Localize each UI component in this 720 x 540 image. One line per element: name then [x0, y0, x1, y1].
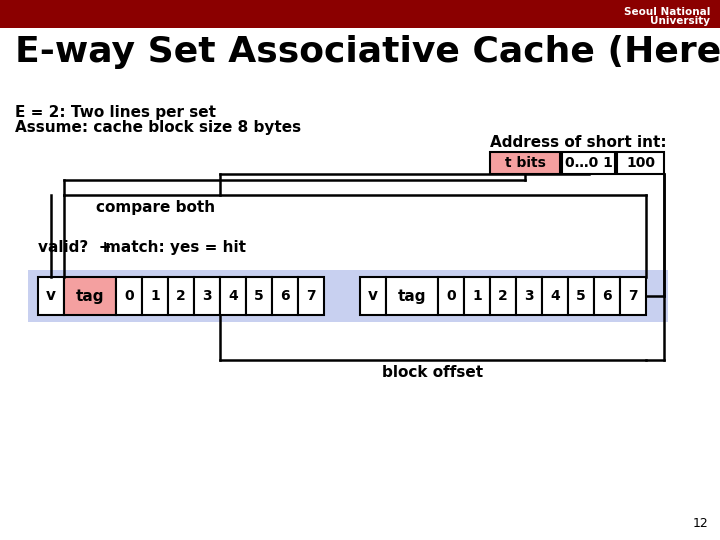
- Bar: [516, 277, 542, 315]
- Text: E-way Set Associative Cache (Here: E = 2): E-way Set Associative Cache (Here: E = 2…: [15, 35, 720, 69]
- Bar: [298, 277, 324, 315]
- Text: 3: 3: [524, 289, 534, 303]
- Text: match: yes = hit: match: yes = hit: [105, 240, 246, 255]
- Text: 12: 12: [692, 517, 708, 530]
- Text: 5: 5: [576, 289, 586, 303]
- Bar: [542, 277, 568, 315]
- Bar: [360, 277, 386, 315]
- Bar: [28, 270, 668, 322]
- Text: 1: 1: [150, 289, 160, 303]
- Bar: [594, 277, 620, 315]
- Bar: [142, 277, 168, 315]
- Text: 5: 5: [254, 289, 264, 303]
- Bar: [168, 277, 194, 315]
- Bar: [246, 277, 272, 315]
- Text: 0…0 1: 0…0 1: [564, 156, 613, 170]
- Text: Assume: cache block size 8 bytes: Assume: cache block size 8 bytes: [15, 120, 301, 135]
- Text: 0: 0: [446, 289, 456, 303]
- Text: 2: 2: [498, 289, 508, 303]
- Bar: [490, 152, 560, 174]
- Bar: [38, 277, 64, 315]
- Bar: [272, 277, 298, 315]
- Bar: [620, 277, 646, 315]
- Text: 3: 3: [202, 289, 212, 303]
- Text: 100: 100: [626, 156, 655, 170]
- Bar: [617, 152, 664, 174]
- Bar: [568, 277, 594, 315]
- Bar: [64, 277, 116, 315]
- Bar: [464, 277, 490, 315]
- Text: compare both: compare both: [96, 200, 215, 215]
- Bar: [438, 277, 464, 315]
- Text: 2: 2: [176, 289, 186, 303]
- Text: E = 2: Two lines per set: E = 2: Two lines per set: [15, 105, 216, 120]
- Text: Seoul National: Seoul National: [624, 7, 710, 17]
- Bar: [386, 277, 438, 315]
- Text: University: University: [650, 16, 710, 26]
- Text: tag: tag: [76, 288, 104, 303]
- Text: tag: tag: [397, 288, 426, 303]
- Text: v: v: [46, 288, 56, 303]
- Text: 0: 0: [124, 289, 134, 303]
- Bar: [490, 277, 516, 315]
- Text: 4: 4: [550, 289, 560, 303]
- Bar: [220, 277, 246, 315]
- Text: block offset: block offset: [382, 365, 484, 380]
- Bar: [116, 277, 142, 315]
- Text: v: v: [368, 288, 378, 303]
- Text: 7: 7: [628, 289, 638, 303]
- Bar: [0, 0, 720, 28]
- Text: 7: 7: [306, 289, 316, 303]
- Text: t bits: t bits: [505, 156, 546, 170]
- Bar: [562, 152, 615, 174]
- Text: 6: 6: [280, 289, 290, 303]
- Text: 6: 6: [602, 289, 612, 303]
- Bar: [194, 277, 220, 315]
- Text: Address of short int:: Address of short int:: [490, 135, 667, 150]
- Text: 4: 4: [228, 289, 238, 303]
- Text: valid?  +: valid? +: [38, 240, 112, 255]
- Text: 1: 1: [472, 289, 482, 303]
